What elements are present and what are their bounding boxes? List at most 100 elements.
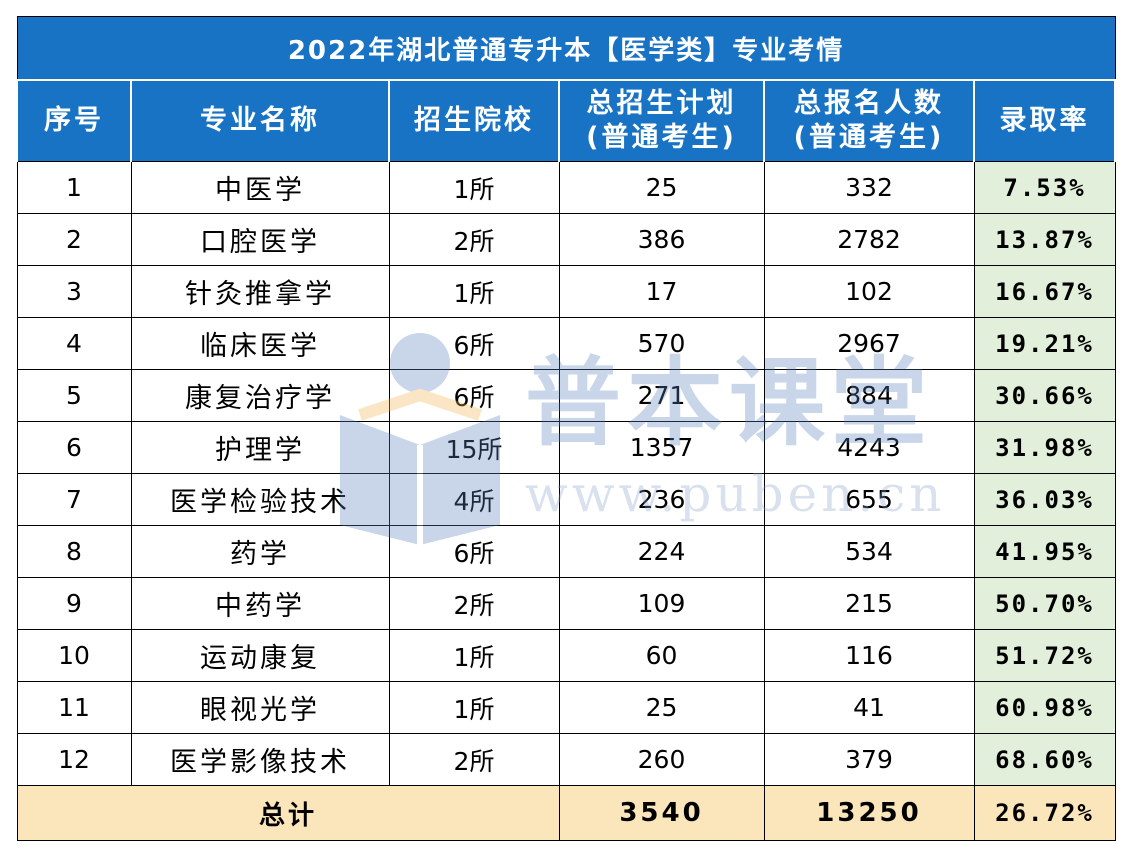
cell-schools: 6所 [388, 369, 560, 422]
cell-rate: 19.21% [973, 317, 1116, 370]
cell-index: 9 [16, 577, 132, 630]
cell-rate: 68.60% [973, 733, 1116, 786]
cell-applicants: 379 [763, 733, 975, 786]
cell-schools: 1所 [388, 681, 560, 734]
header-row: 序号 专业名称 招生院校 总招生计划 (普通考生) 总报名人数 (普通考生) 录… [16, 79, 1117, 162]
cell-rate: 36.03% [973, 473, 1116, 526]
cell-rate: 60.98% [973, 681, 1116, 734]
cell-applicants: 41 [763, 681, 975, 734]
cell-major: 运动康复 [130, 629, 390, 682]
cell-major: 临床医学 [130, 317, 390, 370]
cell-rate: 50.70% [973, 577, 1116, 630]
cell-rate: 7.53% [973, 161, 1116, 214]
cell-schools: 15所 [388, 421, 560, 474]
cell-major: 护理学 [130, 421, 390, 474]
cell-plan: 260 [558, 733, 765, 786]
cell-rate: 41.95% [973, 525, 1116, 578]
cell-major: 眼视光学 [130, 681, 390, 734]
cell-plan: 1357 [558, 421, 765, 474]
total-label: 总计 [16, 785, 560, 841]
cell-applicants: 215 [763, 577, 975, 630]
header-plan-line1: 总招生计划 [586, 88, 737, 119]
cell-applicants: 655 [763, 473, 975, 526]
cell-major: 口腔医学 [130, 213, 390, 266]
table-row: 5 康复治疗学 6所 271 884 30.66% [16, 369, 1116, 422]
table-title: 2022年湖北普通专升本【医学类】专业考情 [16, 16, 1116, 81]
cell-plan: 109 [558, 577, 765, 630]
table-body: 1 中医学 1所 25 332 7.53% 2 口腔医学 2所 386 2782 13.87% 3 针灸推… [16, 161, 1116, 786]
cell-major: 中医学 [130, 161, 390, 214]
exam-stats-table: 2022年湖北普通专升本【医学类】专业考情 序号 专业名称 招生院校 总招生计划… [16, 16, 1117, 841]
total-plan: 3540 [558, 785, 765, 841]
cell-index: 5 [16, 369, 132, 422]
cell-index: 11 [16, 681, 132, 734]
total-rate: 26.72% [973, 785, 1116, 841]
cell-applicants: 116 [763, 629, 975, 682]
cell-plan: 570 [558, 317, 765, 370]
total-row: 总计 3540 13250 26.72% [16, 785, 1116, 841]
table-row: 9 中药学 2所 109 215 50.70% [16, 577, 1116, 630]
table-row: 3 针灸推拿学 1所 17 102 16.67% [16, 265, 1116, 318]
table-row: 12 医学影像技术 2所 260 379 68.60% [16, 733, 1116, 786]
cell-index: 1 [16, 161, 132, 214]
header-index: 序号 [16, 79, 132, 162]
cell-index: 3 [16, 265, 132, 318]
exam-stats-table-container: 2022年湖北普通专升本【医学类】专业考情 序号 专业名称 招生院校 总招生计划… [16, 16, 1117, 841]
cell-schools: 1所 [388, 629, 560, 682]
cell-index: 6 [16, 421, 132, 474]
header-applicants-line2: (普通考生) [793, 122, 945, 153]
cell-major: 医学检验技术 [130, 473, 390, 526]
table-row: 10 运动康复 1所 60 116 51.72% [16, 629, 1116, 682]
cell-plan: 271 [558, 369, 765, 422]
cell-index: 7 [16, 473, 132, 526]
cell-index: 10 [16, 629, 132, 682]
cell-plan: 386 [558, 213, 765, 266]
cell-schools: 2所 [388, 577, 560, 630]
cell-schools: 2所 [388, 733, 560, 786]
header-plan: 总招生计划 (普通考生) [558, 79, 765, 162]
cell-rate: 30.66% [973, 369, 1116, 422]
cell-major: 中药学 [130, 577, 390, 630]
cell-rate: 31.98% [973, 421, 1116, 474]
cell-rate: 51.72% [973, 629, 1116, 682]
title-row: 2022年湖北普通专升本【医学类】专业考情 [16, 16, 1116, 81]
table-row: 7 医学检验技术 4所 236 655 36.03% [16, 473, 1116, 526]
header-schools: 招生院校 [388, 79, 560, 162]
cell-plan: 25 [558, 681, 765, 734]
cell-index: 12 [16, 733, 132, 786]
table-row: 8 药学 6所 224 534 41.95% [16, 525, 1116, 578]
table-row: 6 护理学 15所 1357 4243 31.98% [16, 421, 1116, 474]
cell-rate: 16.67% [973, 265, 1116, 318]
cell-index: 8 [16, 525, 132, 578]
header-rate: 录取率 [972, 79, 1117, 162]
header-plan-line2: (普通考生) [586, 122, 737, 153]
table-row: 4 临床医学 6所 570 2967 19.21% [16, 317, 1116, 370]
table-row: 1 中医学 1所 25 332 7.53% [16, 161, 1116, 214]
cell-major: 药学 [130, 525, 390, 578]
cell-major: 医学影像技术 [130, 733, 390, 786]
cell-schools: 6所 [388, 317, 560, 370]
header-applicants: 总报名人数 (普通考生) [763, 79, 975, 162]
cell-index: 2 [16, 213, 132, 266]
cell-plan: 25 [558, 161, 765, 214]
cell-applicants: 2782 [763, 213, 975, 266]
cell-major: 康复治疗学 [130, 369, 390, 422]
cell-major: 针灸推拿学 [130, 265, 390, 318]
header-major: 专业名称 [130, 79, 390, 162]
table-row: 2 口腔医学 2所 386 2782 13.87% [16, 213, 1116, 266]
header-applicants-line1: 总报名人数 [794, 88, 944, 119]
cell-applicants: 884 [763, 369, 975, 422]
cell-applicants: 102 [763, 265, 975, 318]
cell-applicants: 332 [763, 161, 975, 214]
total-applicants: 13250 [763, 785, 975, 841]
cell-plan: 17 [558, 265, 765, 318]
cell-applicants: 4243 [763, 421, 975, 474]
cell-index: 4 [16, 317, 132, 370]
cell-plan: 224 [558, 525, 765, 578]
cell-schools: 6所 [388, 525, 560, 578]
cell-schools: 1所 [388, 161, 560, 214]
cell-applicants: 534 [763, 525, 975, 578]
cell-plan: 236 [558, 473, 765, 526]
cell-schools: 1所 [388, 265, 560, 318]
cell-applicants: 2967 [763, 317, 975, 370]
